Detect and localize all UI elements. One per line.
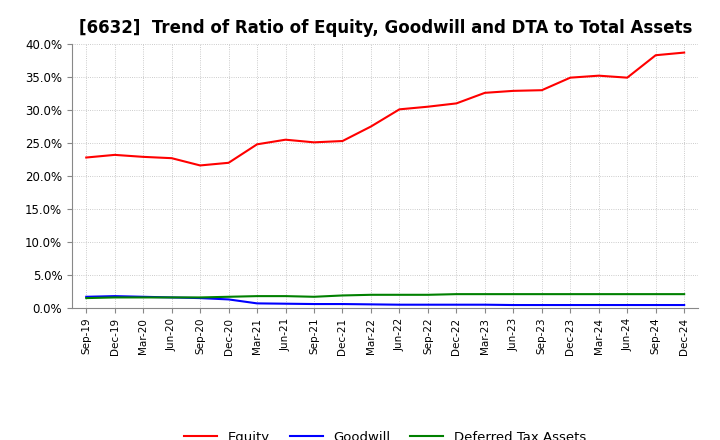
Equity bbox=[537, 88, 546, 93]
Equity bbox=[282, 137, 290, 142]
Deferred Tax Assets bbox=[680, 291, 688, 297]
Goodwill bbox=[623, 302, 631, 308]
Goodwill bbox=[110, 293, 119, 299]
Equity bbox=[139, 154, 148, 160]
Equity bbox=[652, 53, 660, 58]
Line: Goodwill: Goodwill bbox=[86, 296, 684, 305]
Deferred Tax Assets bbox=[452, 291, 461, 297]
Deferred Tax Assets bbox=[167, 295, 176, 300]
Goodwill bbox=[680, 302, 688, 308]
Equity bbox=[196, 163, 204, 168]
Equity bbox=[310, 140, 318, 145]
Deferred Tax Assets bbox=[595, 291, 603, 297]
Deferred Tax Assets bbox=[253, 293, 261, 299]
Goodwill bbox=[139, 294, 148, 300]
Deferred Tax Assets bbox=[282, 293, 290, 299]
Line: Equity: Equity bbox=[86, 52, 684, 165]
Goodwill bbox=[167, 295, 176, 300]
Goodwill bbox=[652, 302, 660, 308]
Deferred Tax Assets bbox=[395, 292, 404, 297]
Equity bbox=[509, 88, 518, 94]
Deferred Tax Assets bbox=[82, 296, 91, 301]
Goodwill bbox=[366, 302, 375, 307]
Deferred Tax Assets bbox=[196, 295, 204, 300]
Goodwill bbox=[395, 302, 404, 307]
Goodwill bbox=[423, 302, 432, 307]
Equity bbox=[395, 106, 404, 112]
Equity bbox=[566, 75, 575, 80]
Deferred Tax Assets bbox=[566, 291, 575, 297]
Equity bbox=[680, 50, 688, 55]
Goodwill bbox=[509, 302, 518, 308]
Equity bbox=[423, 104, 432, 109]
Equity bbox=[452, 101, 461, 106]
Line: Deferred Tax Assets: Deferred Tax Assets bbox=[86, 294, 684, 298]
Equity bbox=[338, 138, 347, 143]
Goodwill bbox=[452, 302, 461, 307]
Goodwill bbox=[480, 302, 489, 307]
Deferred Tax Assets bbox=[537, 291, 546, 297]
Equity bbox=[623, 75, 631, 80]
Deferred Tax Assets bbox=[423, 292, 432, 297]
Equity bbox=[366, 124, 375, 129]
Deferred Tax Assets bbox=[366, 292, 375, 297]
Deferred Tax Assets bbox=[338, 293, 347, 298]
Legend: Equity, Goodwill, Deferred Tax Assets: Equity, Goodwill, Deferred Tax Assets bbox=[179, 425, 591, 440]
Equity bbox=[595, 73, 603, 78]
Deferred Tax Assets bbox=[139, 295, 148, 300]
Deferred Tax Assets bbox=[310, 294, 318, 300]
Goodwill bbox=[196, 296, 204, 301]
Equity bbox=[225, 160, 233, 165]
Title: [6632]  Trend of Ratio of Equity, Goodwill and DTA to Total Assets: [6632] Trend of Ratio of Equity, Goodwil… bbox=[78, 19, 692, 37]
Equity bbox=[110, 152, 119, 158]
Deferred Tax Assets bbox=[623, 291, 631, 297]
Deferred Tax Assets bbox=[509, 291, 518, 297]
Equity bbox=[480, 90, 489, 95]
Goodwill bbox=[282, 301, 290, 306]
Equity bbox=[253, 142, 261, 147]
Deferred Tax Assets bbox=[110, 295, 119, 300]
Goodwill bbox=[253, 301, 261, 306]
Deferred Tax Assets bbox=[652, 291, 660, 297]
Equity bbox=[167, 155, 176, 161]
Goodwill bbox=[82, 294, 91, 300]
Equity bbox=[82, 155, 91, 160]
Goodwill bbox=[537, 302, 546, 308]
Deferred Tax Assets bbox=[480, 291, 489, 297]
Deferred Tax Assets bbox=[225, 294, 233, 300]
Goodwill bbox=[566, 302, 575, 308]
Goodwill bbox=[338, 301, 347, 307]
Goodwill bbox=[225, 297, 233, 302]
Goodwill bbox=[310, 301, 318, 307]
Goodwill bbox=[595, 302, 603, 308]
